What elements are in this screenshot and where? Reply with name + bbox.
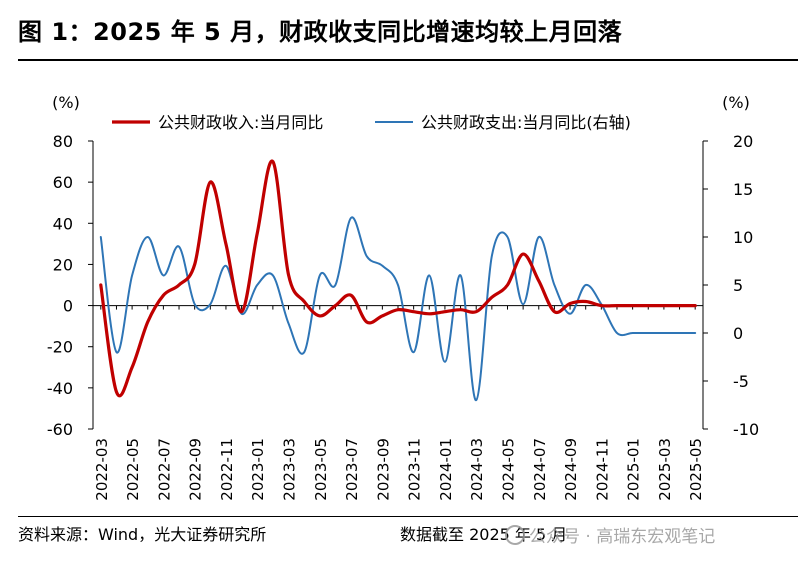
figure-title: 图 1：2025 年 5 月，财政收支同比增速均较上月回落 bbox=[18, 18, 623, 46]
x-axis-tick-label: 2024-09 bbox=[562, 438, 580, 501]
chart-legend: 公共财政收入:当月同比 公共财政支出:当月同比(右轴) bbox=[112, 113, 631, 132]
source-note: 资料来源：Wind，光大证券研究所 bbox=[18, 525, 267, 544]
x-axis-tick-label: 2022-07 bbox=[155, 438, 173, 501]
x-axis-tick-label: 2023-07 bbox=[343, 438, 361, 501]
x-axis-tick-label: 2023-05 bbox=[312, 438, 330, 501]
x-axis-tick-label: 2025-01 bbox=[625, 438, 643, 501]
right-axis-tick-label: -10 bbox=[733, 420, 759, 439]
x-axis-tick-label: 2022-03 bbox=[93, 438, 111, 501]
left-axis-tick-label: 40 bbox=[53, 214, 73, 233]
wechat-logo-icon bbox=[505, 525, 525, 545]
top-rule bbox=[18, 59, 798, 61]
left-axis-tick-label: 20 bbox=[53, 255, 73, 274]
x-axis-tick-label: 2024-11 bbox=[593, 438, 611, 501]
right-axis-tick-label: 15 bbox=[733, 180, 753, 199]
right-axis-tick-label: 0 bbox=[733, 324, 743, 343]
x-axis-tick-label: 2024-07 bbox=[531, 438, 549, 501]
x-axis-tick-label: 2023-11 bbox=[406, 438, 424, 501]
right-axis-tick-label: 5 bbox=[733, 276, 743, 295]
left-axis-tick-label: -40 bbox=[47, 379, 73, 398]
x-axis-tick-label: 2023-09 bbox=[374, 438, 392, 501]
x-axis-tick-label: 2022-05 bbox=[124, 438, 142, 501]
left-axis-tick-label: 60 bbox=[53, 173, 73, 192]
right-axis-tick-label: -5 bbox=[733, 372, 749, 391]
left-axis-tick-label: -20 bbox=[47, 338, 73, 357]
x-axis-tick-label: 2024-05 bbox=[499, 438, 517, 501]
x-axis-tick-label: 2025-03 bbox=[656, 438, 674, 501]
x-axis-tick-label: 2025-05 bbox=[687, 438, 705, 501]
x-axis-tick-label: 2023-01 bbox=[249, 438, 267, 501]
legend-label: 公共财政支出:当月同比(右轴) bbox=[421, 113, 631, 132]
x-axis-tick-label: 2022-09 bbox=[187, 438, 205, 501]
right-axis-tick-label: 10 bbox=[733, 228, 753, 247]
revenue-series-line bbox=[99, 159, 697, 398]
left-axis-tick-label: -60 bbox=[47, 420, 73, 439]
chart-axes: -60 -40 -20 0 20 40 60 80 -10 -5 0 5 10 15 20 (%) (%) 202… bbox=[47, 93, 759, 501]
data-cutoff-note: 数据截至 2025 年 5 月 bbox=[400, 525, 568, 544]
x-axis-tick-label: 2022-11 bbox=[218, 438, 236, 501]
legend-label: 公共财政收入:当月同比 bbox=[158, 113, 323, 132]
watermark: 公众号 · 高瑞东宏观笔记 bbox=[505, 522, 715, 547]
right-axis-tick-label: 20 bbox=[733, 132, 753, 151]
watermark-text: 公众号 · 高瑞东宏观笔记 bbox=[529, 527, 716, 547]
expenditure-series-line bbox=[99, 216, 697, 402]
x-axis-tick-label: 2024-03 bbox=[468, 438, 486, 501]
chart-series bbox=[99, 159, 697, 402]
left-axis-tick-label: 0 bbox=[63, 297, 73, 316]
right-axis-unit: (%) bbox=[722, 93, 750, 112]
bottom-rule bbox=[18, 516, 798, 517]
left-axis-unit: (%) bbox=[52, 93, 80, 112]
x-axis-tick-label: 2024-01 bbox=[437, 438, 455, 501]
left-axis-tick-label: 80 bbox=[53, 132, 73, 151]
x-axis-tick-label: 2023-03 bbox=[281, 438, 299, 501]
